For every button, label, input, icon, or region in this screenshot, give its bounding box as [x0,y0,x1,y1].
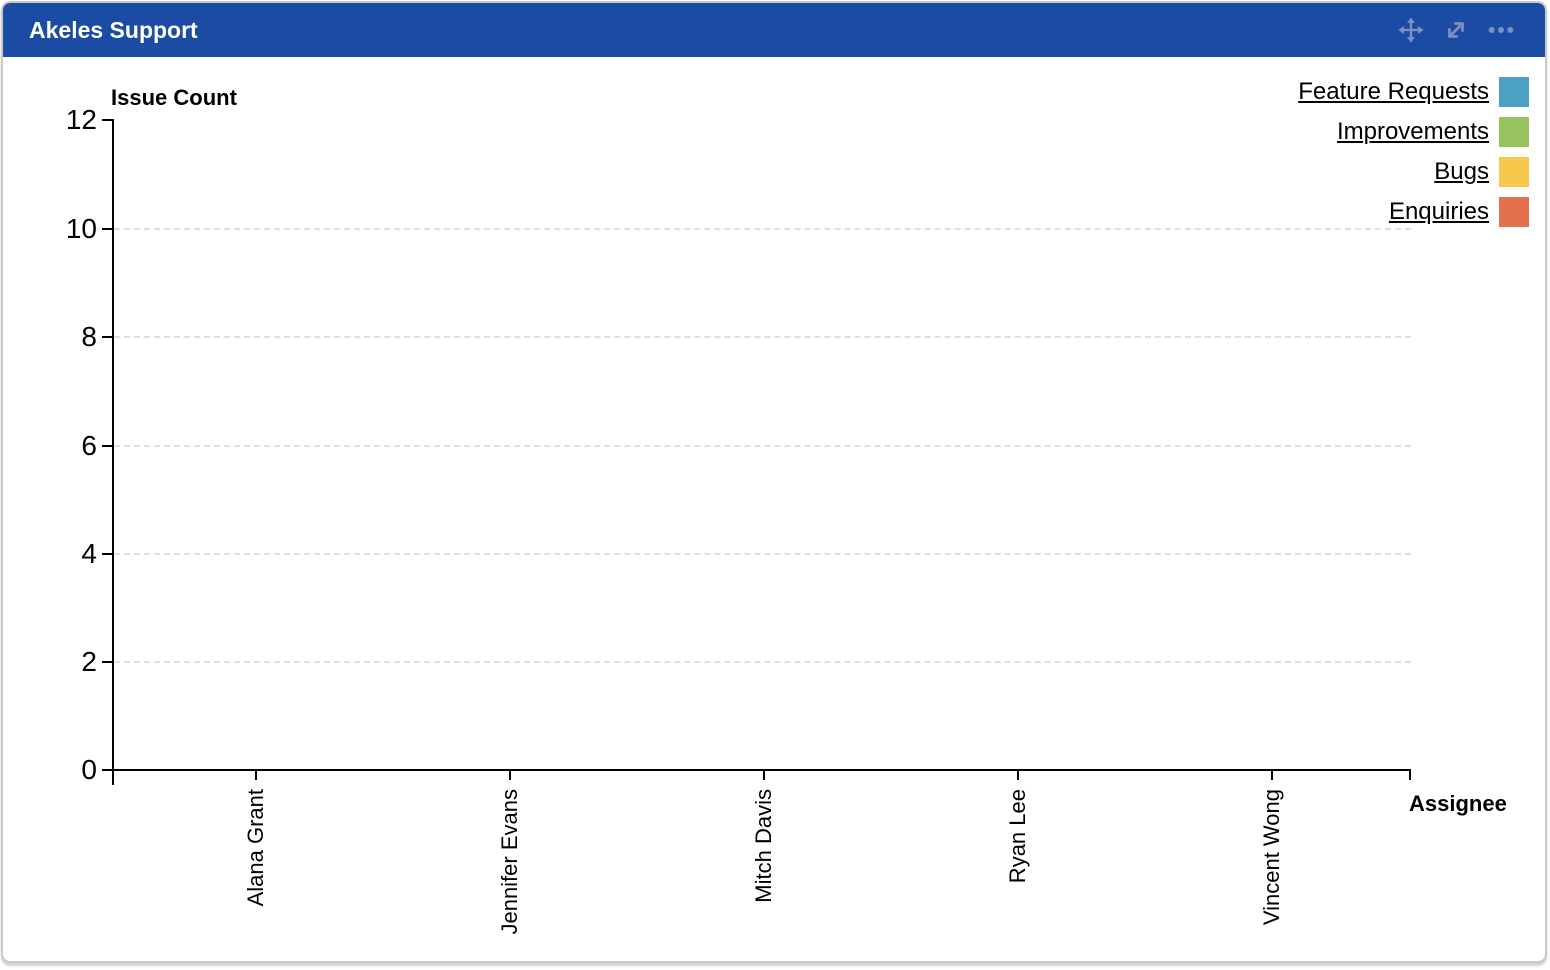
y-axis-line [112,119,114,785]
legend-item[interactable]: Feature Requests [1298,77,1529,107]
gridline [114,553,1411,555]
widget-header: Akeles Support [3,3,1545,57]
y-tick-label: 0 [81,754,97,785]
x-category-label: Alana Grant [243,789,268,907]
x-axis-title: Assignee [1409,791,1507,816]
x-category-label: Ryan Lee [1005,789,1030,884]
y-tick-mark [102,553,113,555]
x-axis-line [112,769,1411,771]
x-tick-mark [1017,771,1019,780]
y-tick-label: 10 [65,213,97,244]
x-axis-end-tick [1409,771,1411,780]
gridline [114,661,1411,663]
legend-label[interactable]: Improvements [1336,118,1489,145]
y-axis-title: Issue Count [111,85,237,110]
y-tick-label: 8 [81,321,97,352]
legend-item[interactable]: Improvements [1298,117,1529,147]
header-toolbar [1397,3,1515,57]
y-tick-label: 2 [81,646,97,677]
legend-label[interactable]: Bugs [1434,158,1489,185]
legend-swatch [1499,197,1529,227]
legend-label[interactable]: Enquiries [1388,198,1489,225]
x-tick-mark [509,771,511,780]
widget-title: Akeles Support [29,17,198,43]
y-tick-label: 6 [81,430,97,461]
legend-swatch [1499,117,1529,147]
y-tick-label: 4 [81,538,97,569]
y-tick-mark [102,336,113,338]
legend-item[interactable]: Bugs [1298,157,1529,187]
x-category-label: Jennifer Evans [497,789,522,935]
x-tick-mark [255,771,257,780]
x-category-label: Vincent Wong [1259,789,1284,926]
move-icon[interactable] [1397,16,1425,44]
y-tick-mark [102,661,113,663]
legend-item[interactable]: Enquiries [1298,197,1529,227]
y-tick-mark [102,769,113,771]
gridline [114,445,1411,447]
legend-swatch [1499,157,1529,187]
y-tick-label: 12 [65,104,97,135]
x-tick-mark [763,771,765,780]
gridline [114,336,1411,338]
legend-label[interactable]: Feature Requests [1298,78,1489,105]
chart-legend: Feature Requests Improvements Bugs Enqui… [1298,77,1529,227]
gridline [114,228,1411,230]
legend-swatch [1499,77,1529,107]
y-tick-mark [102,445,113,447]
x-category-label: Mitch Davis [751,789,776,903]
y-tick-mark [102,119,113,121]
x-tick-mark [1271,771,1273,780]
bar-chart: Issue Count Feature Requests Improvement… [3,57,1545,961]
ellipsis-menu-icon[interactable] [1487,16,1515,44]
expand-icon[interactable] [1442,16,1470,44]
y-tick-mark [102,228,113,230]
